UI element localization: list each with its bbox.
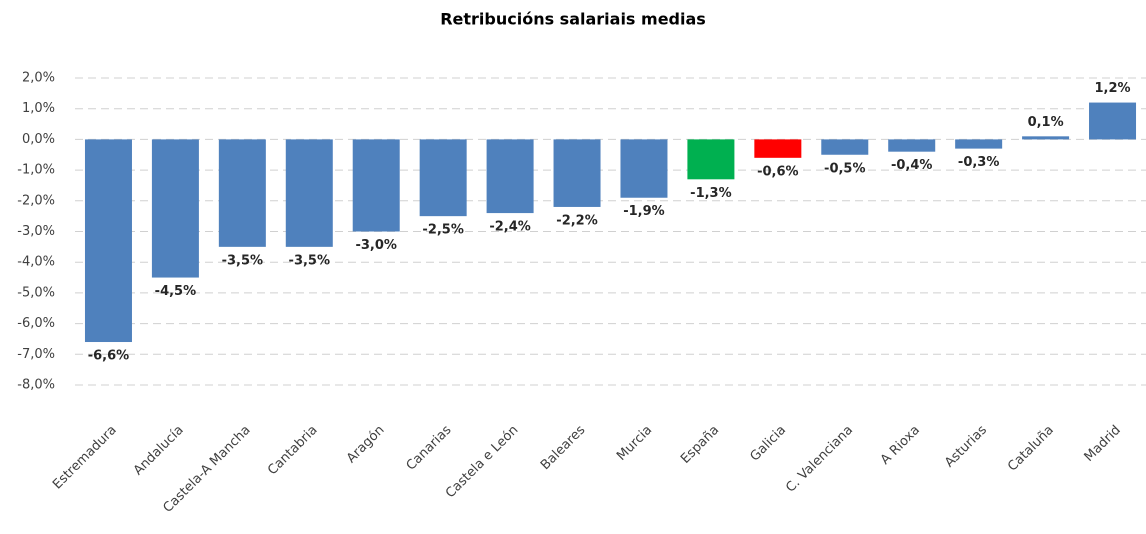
x-tick-label: Aragón xyxy=(344,423,388,467)
data-label: -1,9% xyxy=(623,204,664,219)
x-tick-label: Galicia xyxy=(747,423,789,465)
x-tick-label: A Rioxa xyxy=(878,423,923,468)
data-label: 0,1% xyxy=(1028,115,1064,130)
y-tick-label: 0,0% xyxy=(22,132,55,147)
bar xyxy=(1022,136,1070,140)
x-tick-label: Estremadura xyxy=(50,423,120,493)
x-tick-label: Baleares xyxy=(538,423,589,474)
y-tick-label: 2,0% xyxy=(22,71,55,86)
y-tick-label: -8,0% xyxy=(17,378,55,393)
x-tick-label: Canarias xyxy=(404,423,455,474)
y-tick-label: -6,0% xyxy=(17,316,55,331)
data-label: -3,5% xyxy=(289,253,330,268)
bar xyxy=(285,139,333,247)
bar xyxy=(352,139,400,232)
data-label: -0,5% xyxy=(824,161,865,176)
x-tick-label: Castela e León xyxy=(443,423,521,501)
x-tick-label: C. Valenciana xyxy=(783,423,856,496)
y-tick-label: 1,0% xyxy=(22,101,55,116)
bar xyxy=(888,139,936,152)
data-label: -0,3% xyxy=(958,155,999,170)
bar xyxy=(218,139,266,247)
y-tick-label: -5,0% xyxy=(17,285,55,300)
data-label: -0,6% xyxy=(757,164,798,179)
data-label: -3,5% xyxy=(222,253,263,268)
data-label: -0,4% xyxy=(891,158,932,173)
data-label: -1,3% xyxy=(690,186,731,201)
bar xyxy=(687,139,735,180)
y-tick-label: -4,0% xyxy=(17,255,55,270)
data-label: -4,5% xyxy=(155,284,196,299)
data-label: -2,2% xyxy=(556,213,597,228)
bar xyxy=(419,139,467,217)
bar xyxy=(486,139,534,214)
x-tick-label: Murcia xyxy=(614,423,655,464)
bar xyxy=(754,139,802,158)
x-tick-label: Andalucía xyxy=(131,423,187,479)
chart-title: Retribucións salariais medias xyxy=(440,10,706,29)
data-label: -2,4% xyxy=(489,220,530,235)
bar xyxy=(620,139,668,198)
bar xyxy=(553,139,601,207)
data-label: -6,6% xyxy=(88,349,129,364)
x-tick-label: Cataluña xyxy=(1005,423,1057,475)
data-label: -3,0% xyxy=(355,238,396,253)
y-tick-label: -7,0% xyxy=(17,347,55,362)
y-tick-label: -3,0% xyxy=(17,224,55,239)
bar xyxy=(955,139,1003,149)
data-label: -2,5% xyxy=(422,223,463,238)
x-tick-label: Cantabria xyxy=(265,423,321,479)
y-tick-label: -2,0% xyxy=(17,193,55,208)
bar xyxy=(84,139,132,343)
data-label: 1,2% xyxy=(1095,81,1131,96)
x-tick-label: Asturias xyxy=(942,423,990,471)
bar xyxy=(821,139,869,155)
x-tick-label: Madrid xyxy=(1082,423,1124,465)
x-tick-label: España xyxy=(678,423,722,467)
bar xyxy=(151,139,199,278)
bar xyxy=(1089,102,1137,140)
y-tick-label: -1,0% xyxy=(17,163,55,178)
